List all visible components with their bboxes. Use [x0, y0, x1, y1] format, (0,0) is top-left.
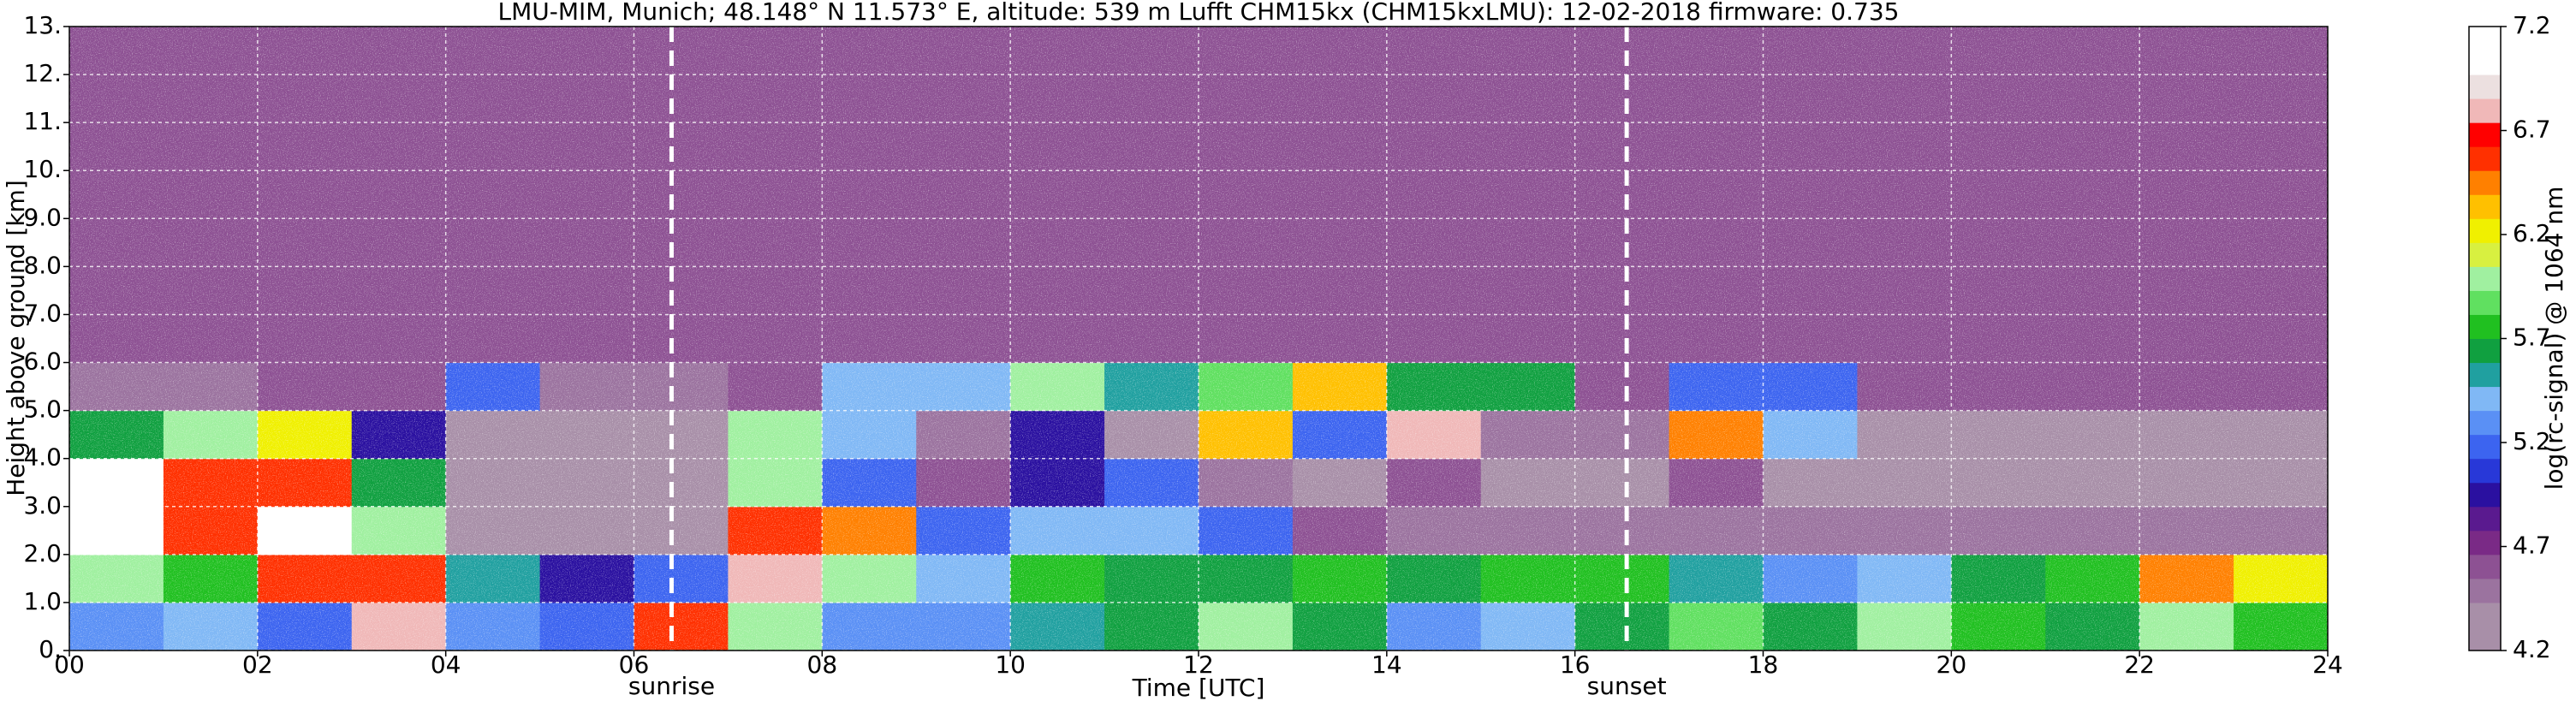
- colorbar-tick-label: 4.2: [2513, 635, 2551, 663]
- colorbar-label: log(rc-signal) @ 1064 nm: [2540, 187, 2568, 490]
- colorbar-segment: [2469, 434, 2501, 460]
- annotation-label: sunset: [1587, 672, 1667, 700]
- y-tick-label: 1.0: [23, 587, 62, 615]
- y-tick-label: 0.: [39, 635, 62, 663]
- colorbar-segment: [2469, 74, 2501, 99]
- x-tick-label: 16: [1560, 651, 1591, 679]
- chart-title: LMU-MIM, Munich; 48.148° N 11.573° E, al…: [498, 0, 1900, 26]
- colorbar-segment: [2469, 362, 2501, 388]
- y-tick-label: 12.: [23, 59, 62, 87]
- colorbar-segment: [2469, 170, 2501, 195]
- y-tick-label: 4.0: [23, 443, 62, 472]
- x-tick-label: 04: [431, 651, 461, 679]
- colorbar-segment: [2469, 602, 2501, 627]
- y-tick-label: 7.0: [23, 299, 62, 327]
- colorbar-segment: [2469, 314, 2501, 339]
- colorbar-tick-label: 7.2: [2513, 11, 2551, 39]
- colorbar-tick-label: 6.7: [2513, 116, 2551, 144]
- y-tick-label: 9.0: [23, 203, 62, 231]
- y-tick-label: 13.: [23, 11, 62, 39]
- colorbar-segment: [2469, 578, 2501, 603]
- y-tick-label: 5.0: [23, 395, 62, 424]
- x-tick-label: 18: [1748, 651, 1779, 679]
- colorbar-segment: [2469, 338, 2501, 364]
- x-tick-label: 14: [1371, 651, 1402, 679]
- colorbar-segment: [2469, 50, 2501, 75]
- colorbar-tick-label: 4.7: [2513, 532, 2551, 560]
- colorbar-tick-label: 6.2: [2513, 219, 2551, 247]
- colorbar-segment: [2469, 266, 2501, 291]
- colorbar-segment: [2469, 194, 2501, 219]
- plot-frame: [68, 26, 2329, 651]
- x-tick-label: 24: [2312, 651, 2343, 679]
- colorbar-segment: [2469, 122, 2501, 147]
- colorbar-segment: [2469, 290, 2501, 315]
- colorbar-segment: [2469, 482, 2501, 508]
- x-tick-label: 20: [1936, 651, 1967, 679]
- x-tick-label: 00: [54, 651, 85, 679]
- colorbar-segment: [2469, 626, 2501, 651]
- colorbar-tick-label: 5.2: [2513, 427, 2551, 455]
- y-tick-label: 8.0: [23, 251, 62, 279]
- colorbar-segment: [2469, 554, 2501, 579]
- colorbar-segment: [2469, 530, 2501, 556]
- x-tick-label: 02: [242, 651, 273, 679]
- y-axis-label: Height above ground [km]: [2, 180, 30, 496]
- overlay: 00 02 04 06 08 10 12 14 16 18 20 22 24 0. 1.0 2.0 3.0 4.0…: [23, 11, 2342, 700]
- x-tick-label: 22: [2124, 651, 2155, 679]
- x-tick-label: 12: [1183, 651, 1214, 679]
- colorbar-segment: [2469, 242, 2501, 267]
- colorbar-segment: [2469, 146, 2501, 171]
- colorbar-segment: [2469, 458, 2501, 484]
- y-tick-label: 10.: [23, 155, 62, 183]
- y-tick-label: 2.0: [23, 539, 62, 567]
- colorbar-tick-label: 5.7: [2513, 324, 2551, 352]
- colorbar-segment: [2469, 410, 2501, 436]
- y-tick-label: 3.0: [23, 491, 62, 520]
- colorbar-segment: [2469, 386, 2501, 412]
- colorbar-segment: [2469, 98, 2501, 123]
- colorbar-segment: [2469, 27, 2501, 51]
- colorbar-segment: [2469, 506, 2501, 532]
- x-tick-label: 10: [995, 651, 1026, 679]
- x-axis-label: Time [UTC]: [1132, 674, 1265, 702]
- annotation-label: sunrise: [628, 672, 715, 700]
- x-tick-label: 06: [619, 651, 650, 679]
- x-tick-label: 08: [807, 651, 838, 679]
- colorbar-segment: [2469, 218, 2501, 243]
- y-tick-label: 6.0: [23, 348, 62, 376]
- y-tick-label: 11.: [23, 107, 62, 135]
